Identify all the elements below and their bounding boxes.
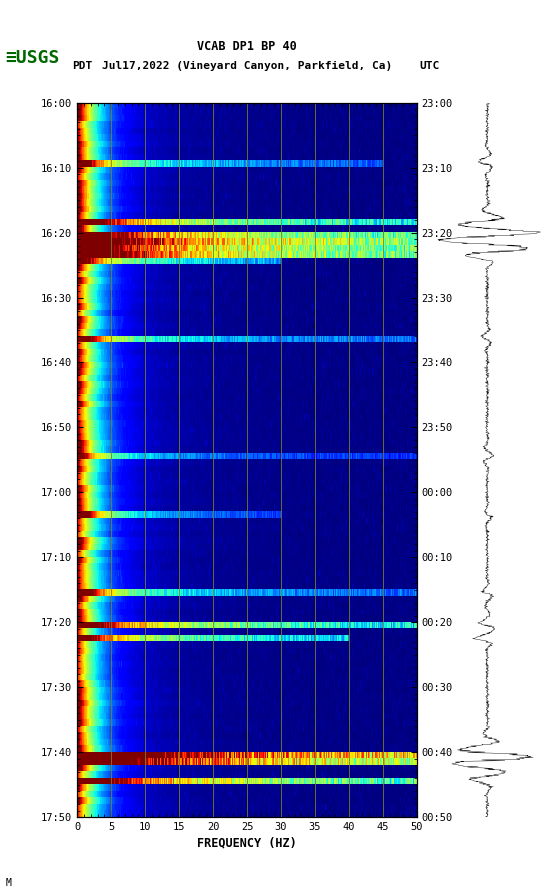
Text: M: M <box>6 878 12 888</box>
X-axis label: FREQUENCY (HZ): FREQUENCY (HZ) <box>197 836 297 849</box>
Text: VCAB DP1 BP 40: VCAB DP1 BP 40 <box>197 40 297 54</box>
Text: ≡USGS: ≡USGS <box>6 49 60 67</box>
Text: UTC: UTC <box>420 61 440 71</box>
Text: PDT: PDT <box>72 61 92 71</box>
Text: Jul17,2022 (Vineyard Canyon, Parkfield, Ca): Jul17,2022 (Vineyard Canyon, Parkfield, … <box>102 61 392 71</box>
